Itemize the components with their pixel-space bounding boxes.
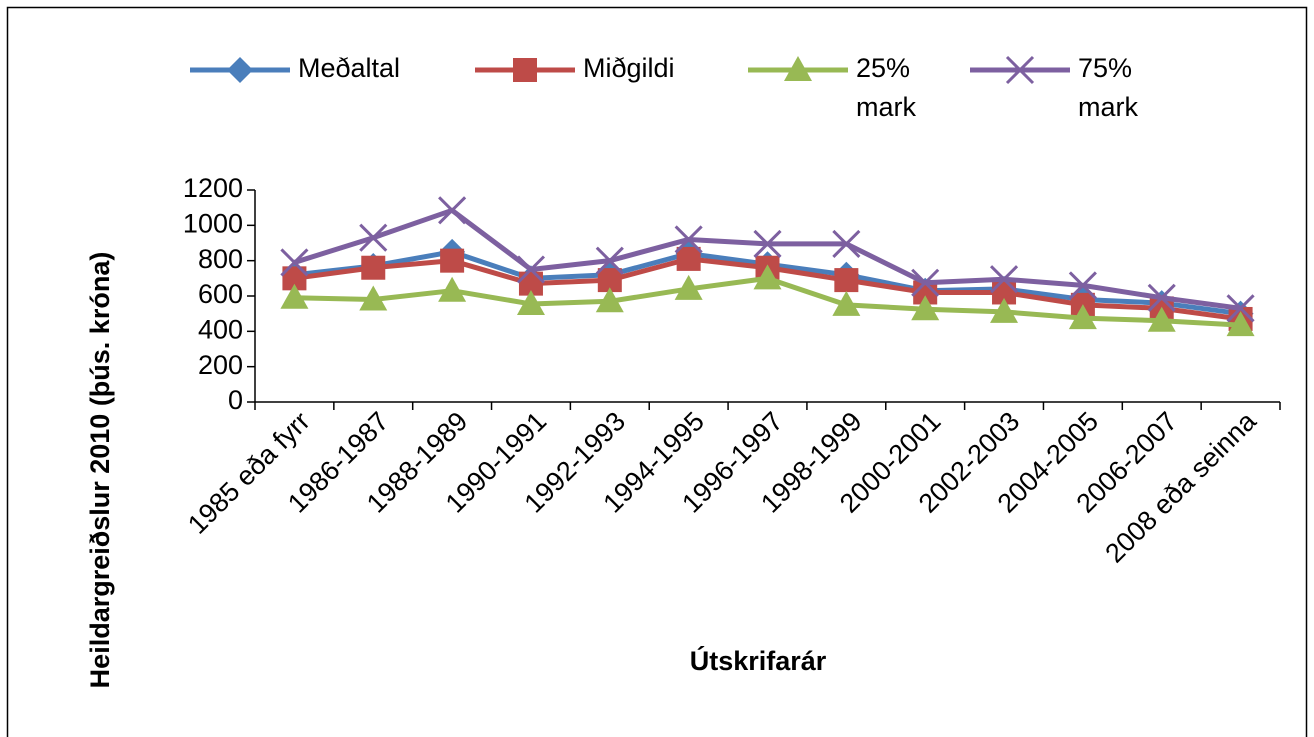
data-point	[438, 196, 467, 225]
y-tick-label: 400	[198, 314, 243, 344]
data-point	[911, 268, 940, 297]
y-tick-label: 1200	[183, 173, 243, 203]
data-point	[440, 248, 465, 273]
data-point	[911, 295, 940, 321]
data-point	[989, 265, 1019, 294]
data-point	[990, 297, 1019, 323]
y-tick-label: 1000	[183, 208, 243, 238]
data-point	[753, 229, 782, 258]
y-tick-label: 200	[198, 350, 243, 380]
data-point	[359, 223, 388, 252]
y-tick-label: 0	[228, 385, 243, 415]
legend-marker	[1005, 55, 1035, 85]
data-point	[280, 283, 309, 309]
data-point	[1147, 283, 1176, 312]
legend-marker	[227, 57, 253, 83]
x-axis-title: Útskrifarár	[690, 645, 827, 676]
legend-marker	[513, 58, 537, 82]
legend-label: 25% mark	[856, 53, 918, 122]
data-point	[1226, 294, 1255, 323]
data-point	[361, 255, 386, 280]
y-axis-title: Heildargreiðslur 2010 (þús. króna)	[85, 252, 115, 689]
legend-label: Miðgildi	[583, 53, 675, 83]
chart-border	[6, 6, 1308, 737]
data-point	[280, 248, 309, 277]
data-point	[516, 255, 546, 284]
data-point	[674, 225, 703, 254]
data-point	[676, 246, 701, 271]
data-point	[595, 287, 624, 313]
data-point	[1226, 311, 1255, 337]
data-point	[516, 289, 545, 315]
y-tick-label: 600	[198, 279, 243, 309]
data-point	[1068, 304, 1097, 330]
data-point	[832, 229, 861, 258]
data-point	[832, 290, 861, 316]
legend-marker	[784, 56, 812, 81]
y-tick-label: 800	[198, 244, 243, 274]
legend-label: Meðaltal	[298, 53, 400, 83]
data-point	[1147, 306, 1176, 332]
data-point	[674, 274, 703, 300]
data-point	[1068, 271, 1097, 300]
data-point	[834, 268, 859, 293]
data-point	[438, 276, 467, 302]
data-point	[595, 246, 624, 275]
legend-label: 75% mark	[1078, 53, 1140, 122]
data-point	[359, 285, 388, 311]
data-point	[753, 264, 782, 290]
